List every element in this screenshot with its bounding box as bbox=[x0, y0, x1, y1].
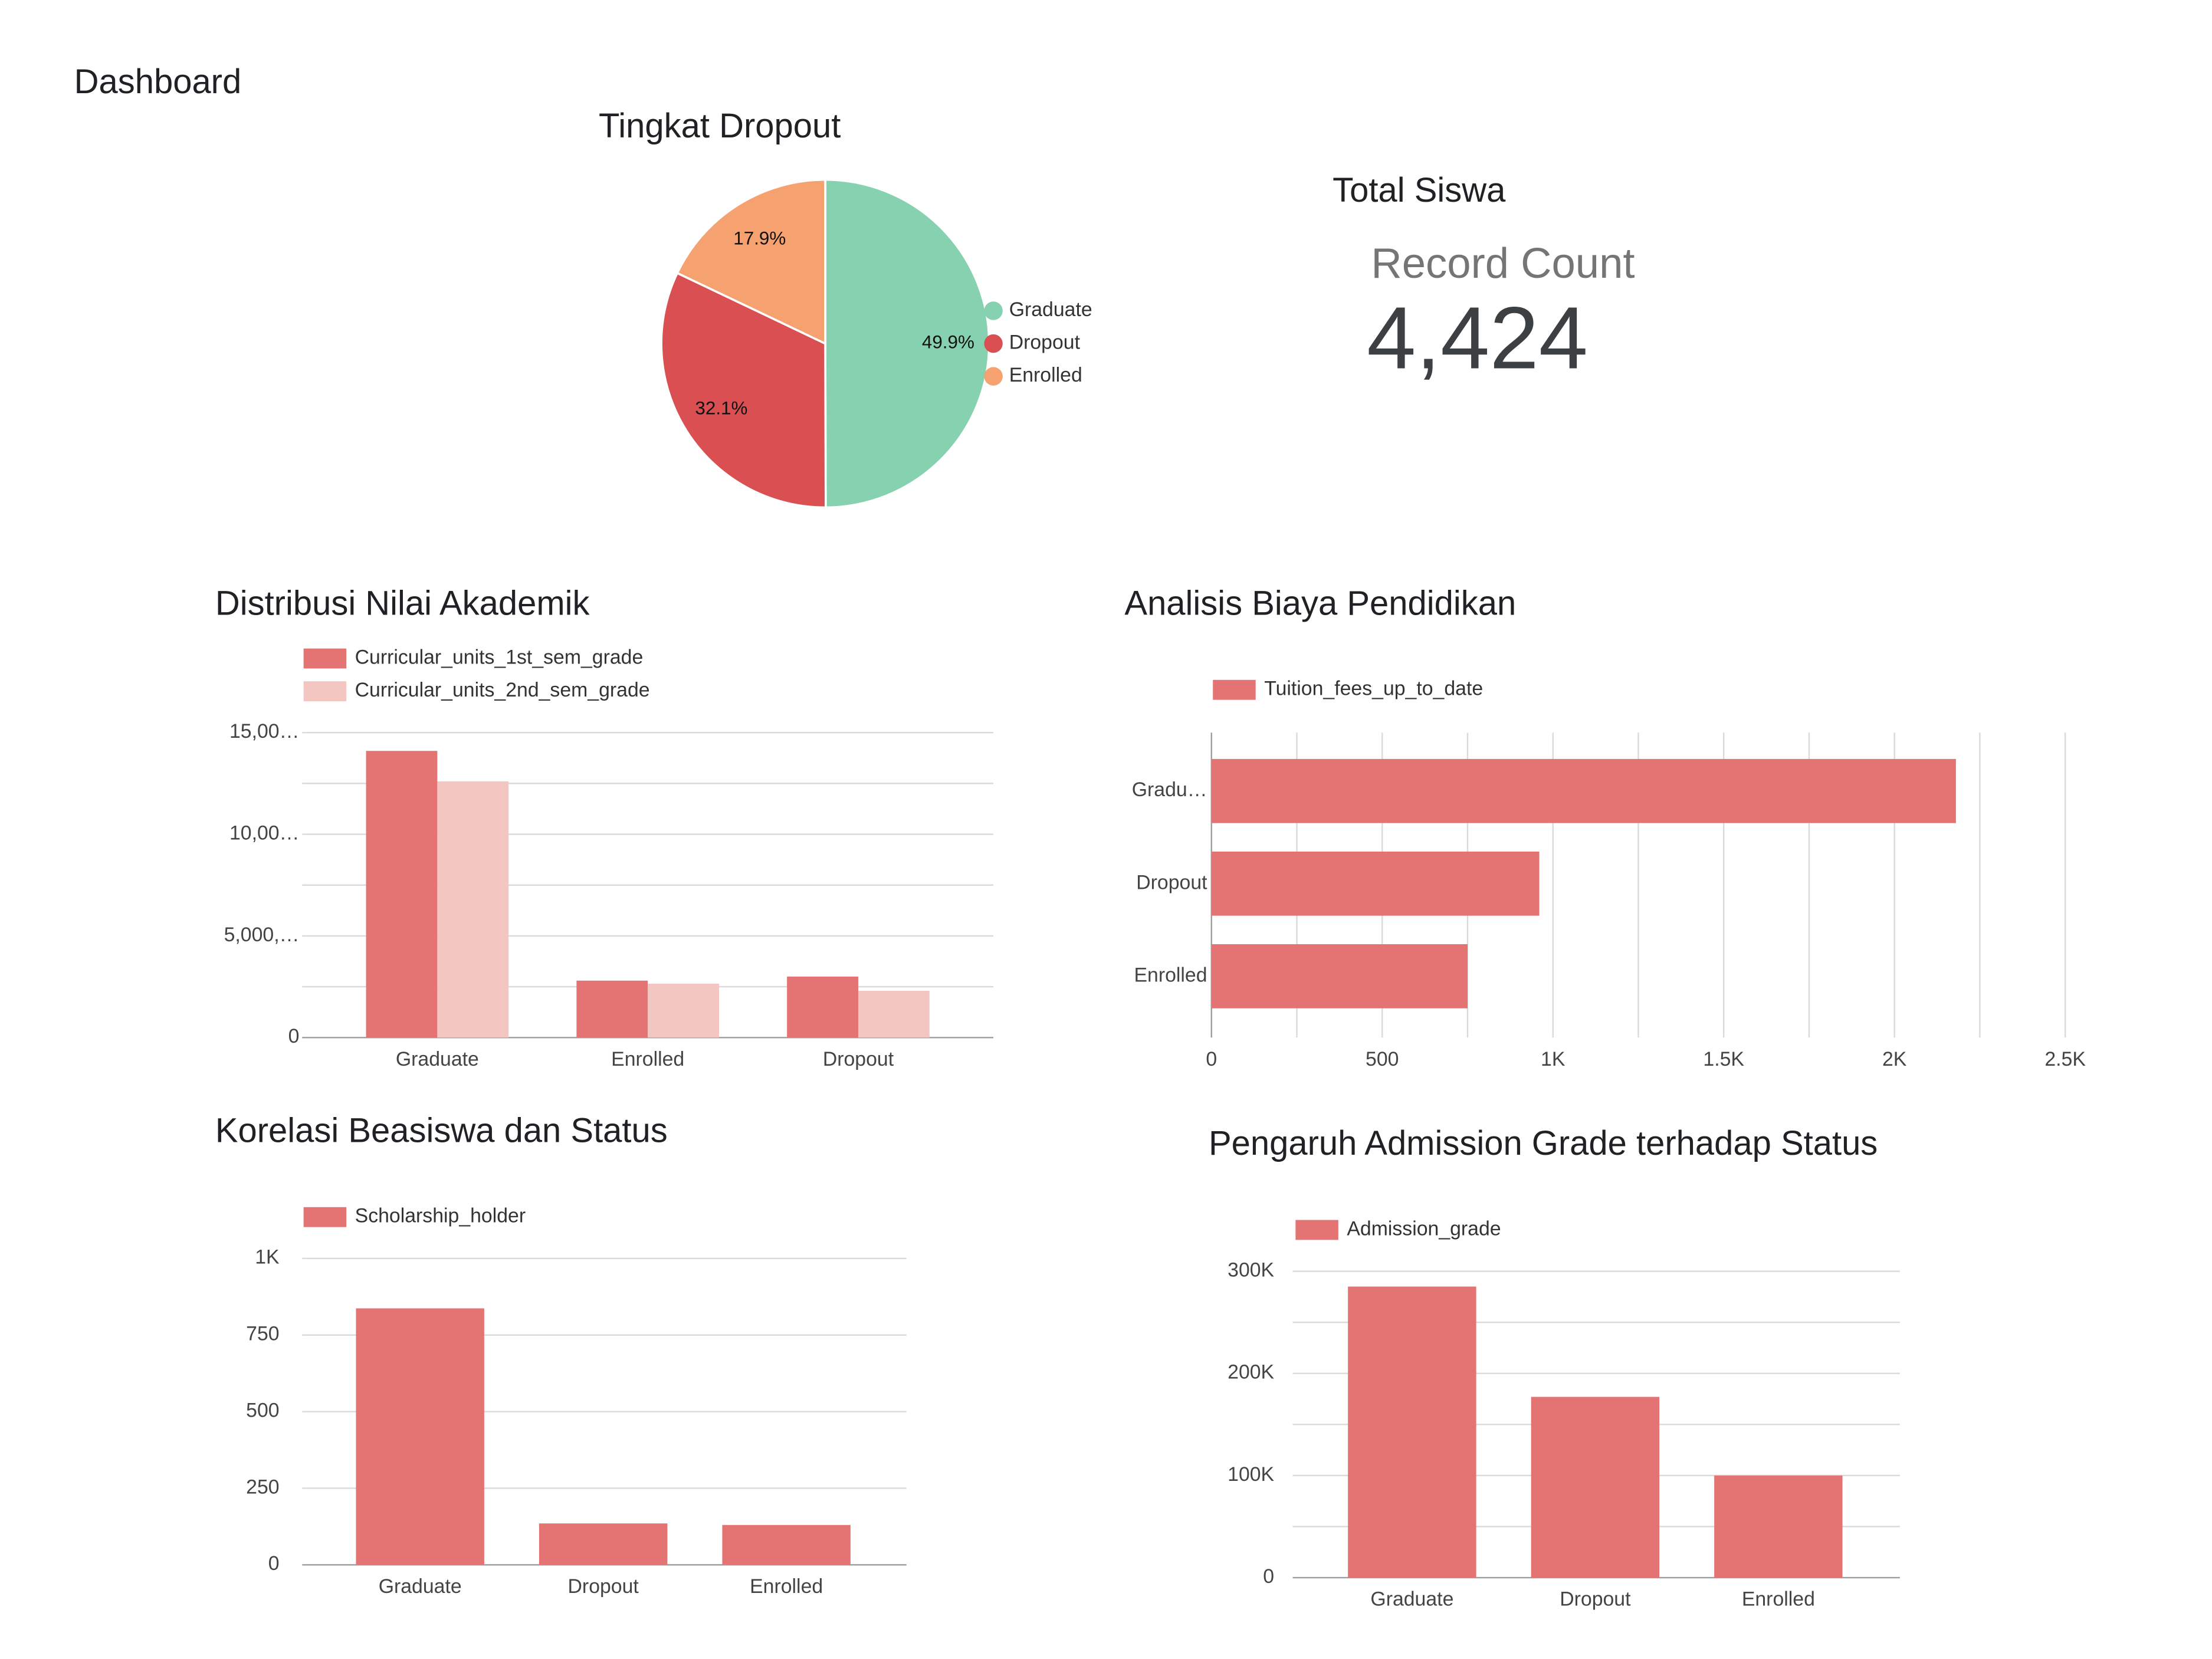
legend-marker bbox=[984, 334, 1003, 353]
bar bbox=[437, 781, 509, 1038]
slice-label: 49.9% bbox=[922, 332, 974, 353]
chart-title: Tingkat Dropout bbox=[599, 107, 841, 145]
slice-label: 17.9% bbox=[733, 228, 786, 249]
legend-label: Dropout bbox=[1009, 331, 1081, 354]
chart-title: Analisis Biaya Pendidikan bbox=[1124, 584, 1516, 622]
y-tick-label: 10,00… bbox=[229, 822, 299, 844]
legend-marker bbox=[1295, 1220, 1338, 1240]
x-tick-label: Enrolled bbox=[1742, 1588, 1815, 1611]
x-tick-label: Dropout bbox=[1560, 1588, 1631, 1611]
y-tick-label: Dropout bbox=[1136, 871, 1207, 893]
scorecard-label: Record Count bbox=[1371, 239, 1635, 287]
chart-title: Korelasi Beasiswa dan Status bbox=[215, 1112, 668, 1149]
legend-label: Graduate bbox=[1009, 298, 1092, 321]
y-tick-label: 300K bbox=[1228, 1259, 1274, 1281]
x-tick-label: 2.5K bbox=[2044, 1048, 2086, 1070]
bar bbox=[1714, 1475, 1843, 1578]
y-tick-label: 250 bbox=[246, 1476, 279, 1498]
y-tick-label: 200K bbox=[1228, 1361, 1274, 1384]
bar bbox=[1211, 944, 1468, 1008]
legend-marker bbox=[303, 1207, 347, 1227]
y-tick-label: Gradu… bbox=[1132, 778, 1207, 801]
page-title: Dashboard bbox=[74, 63, 242, 101]
chart-title: Pengaruh Admission Grade terhadap Status bbox=[1209, 1125, 1878, 1162]
y-tick-label: 500 bbox=[246, 1399, 279, 1421]
y-tick-label: 100K bbox=[1228, 1463, 1274, 1486]
x-tick-label: Enrolled bbox=[750, 1575, 823, 1598]
legend-marker bbox=[303, 648, 347, 669]
legend-marker bbox=[1213, 679, 1256, 700]
y-tick-label: 0 bbox=[268, 1552, 280, 1575]
pie-slice bbox=[675, 178, 826, 346]
x-tick-label: Graduate bbox=[396, 1048, 479, 1070]
pie-slice bbox=[660, 271, 827, 509]
x-tick-label: Graduate bbox=[1370, 1588, 1453, 1611]
legend-marker bbox=[984, 367, 1003, 386]
y-tick-label: 0 bbox=[1263, 1565, 1274, 1588]
legend-marker bbox=[303, 681, 347, 702]
legend-label: Admission_grade bbox=[1347, 1217, 1501, 1240]
scorecard-title: Total Siswa bbox=[1333, 172, 1506, 209]
y-tick-label: Enrolled bbox=[1134, 964, 1207, 986]
slice-label: 32.1% bbox=[695, 397, 747, 418]
bar bbox=[787, 976, 858, 1038]
bar bbox=[858, 990, 930, 1038]
x-tick-label: Graduate bbox=[379, 1575, 462, 1598]
bar bbox=[366, 751, 438, 1038]
y-tick-label: 750 bbox=[246, 1323, 279, 1345]
x-tick-label: Enrolled bbox=[611, 1048, 684, 1070]
y-tick-label: 1K bbox=[255, 1246, 280, 1269]
bar bbox=[356, 1308, 484, 1565]
chart-title: Distribusi Nilai Akademik bbox=[215, 584, 590, 622]
legend-label: Curricular_units_2nd_sem_grade bbox=[355, 679, 650, 701]
bar bbox=[1211, 758, 1956, 823]
bar bbox=[722, 1525, 851, 1565]
x-tick-label: 1.5K bbox=[1703, 1048, 1744, 1070]
x-tick-label: 2K bbox=[1882, 1048, 1907, 1070]
legend-marker bbox=[984, 301, 1003, 320]
y-tick-label: 0 bbox=[288, 1025, 300, 1047]
y-tick-label: 15,00… bbox=[229, 720, 299, 743]
x-tick-label: 500 bbox=[1366, 1048, 1399, 1070]
x-tick-label: 0 bbox=[1206, 1048, 1217, 1070]
x-tick-label: Dropout bbox=[823, 1048, 894, 1070]
bar bbox=[1531, 1397, 1660, 1578]
scorecard-value: 4,424 bbox=[1367, 288, 1588, 387]
bar bbox=[1211, 851, 1540, 916]
bar bbox=[1348, 1286, 1476, 1578]
legend-label: Scholarship_holder bbox=[355, 1205, 526, 1227]
legend-label: Enrolled bbox=[1009, 364, 1082, 386]
bar bbox=[539, 1523, 668, 1565]
legend-label: Curricular_units_1st_sem_grade bbox=[355, 646, 644, 668]
y-tick-label: 5,000,… bbox=[224, 924, 300, 946]
x-tick-label: Dropout bbox=[568, 1575, 639, 1598]
x-tick-label: 1K bbox=[1541, 1048, 1566, 1070]
legend-label: Tuition_fees_up_to_date bbox=[1264, 678, 1483, 700]
bar bbox=[576, 980, 648, 1038]
bar bbox=[648, 983, 719, 1038]
